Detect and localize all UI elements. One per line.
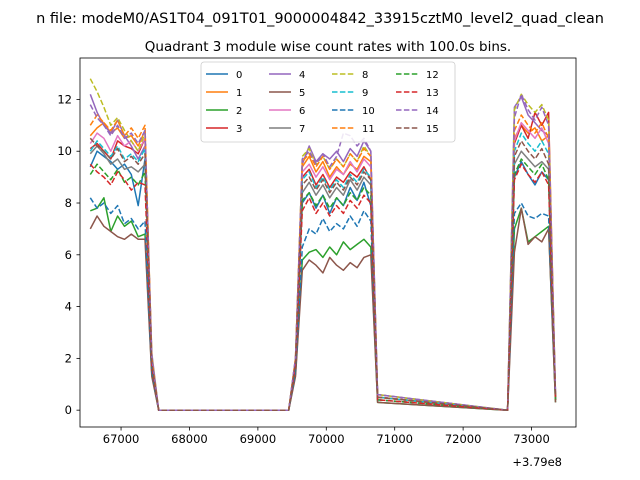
y-tick: 12 (57, 92, 80, 106)
legend-label: 8 (362, 70, 368, 81)
x-tick-label: 73000 (513, 432, 550, 446)
legend-label: 1 (236, 88, 242, 99)
x-tick: 69000 (240, 427, 277, 446)
legend-entry-11: 11 (332, 124, 375, 135)
chart-title: Quadrant 3 module wise count rates with … (145, 39, 511, 55)
series-line-13 (89, 163, 557, 411)
legend-label: 0 (236, 70, 242, 81)
series-line-3 (89, 111, 557, 411)
legend-label: 4 (299, 70, 305, 81)
series-line-0 (89, 150, 557, 411)
legend-label: 6 (299, 106, 305, 117)
series-line-10 (89, 197, 557, 411)
series-layer (89, 78, 557, 411)
legend-entry-12: 12 (396, 70, 439, 81)
x-tick: 70000 (308, 427, 345, 446)
x-tick: 72000 (445, 427, 482, 446)
legend-entry-3: 3 (206, 124, 242, 135)
y-tick: 10 (57, 144, 80, 158)
x-tick-label: 67000 (103, 432, 140, 446)
series-line-7 (89, 145, 557, 411)
x-tick-label: 68000 (171, 432, 208, 446)
y-tick: 0 (65, 403, 80, 417)
y-tick-label: 6 (65, 248, 72, 262)
x-tick: 68000 (171, 427, 208, 446)
x-offset-text: +3.79e8 (512, 455, 562, 469)
legend-entry-1: 1 (206, 88, 242, 99)
x-tick-label: 72000 (445, 432, 482, 446)
y-tick: 2 (65, 351, 80, 365)
legend-entry-9: 9 (332, 88, 368, 99)
legend-label: 11 (362, 124, 375, 135)
legend-label: 15 (426, 124, 439, 135)
series-line-11 (89, 114, 557, 411)
x-tick-label: 69000 (240, 432, 277, 446)
legend-entry-13: 13 (396, 88, 439, 99)
legend-entry-2: 2 (206, 106, 242, 117)
legend-entry-7: 7 (269, 124, 305, 135)
y-tick: 6 (65, 248, 80, 262)
legend-entry-6: 6 (269, 106, 305, 117)
series-line-15 (89, 137, 557, 411)
legend-label: 13 (426, 88, 439, 99)
y-tick: 8 (65, 196, 80, 210)
legend-label: 14 (426, 106, 439, 117)
y-tick-label: 10 (57, 144, 72, 158)
legend-entry-14: 14 (396, 106, 439, 117)
plot-frame (79, 57, 577, 428)
axis-layer: 67000 68000 69000 70000 71000 72000 73000 0 2 4 6 8… (57, 57, 577, 446)
legend-entry-5: 5 (269, 88, 305, 99)
series-line-6 (89, 121, 557, 411)
legend-entry-0: 0 (206, 70, 242, 81)
legend-entry-10: 10 (332, 106, 375, 117)
legend-box (200, 61, 456, 143)
series-line-2 (90, 197, 557, 411)
series-line-14 (89, 93, 557, 411)
x-tick-label: 71000 (376, 432, 413, 446)
x-tick: 73000 (513, 427, 550, 446)
legend-label: 12 (426, 70, 439, 81)
y-tick-label: 8 (65, 196, 72, 210)
legend-entry-15: 15 (396, 124, 439, 135)
legend-label: 9 (362, 88, 368, 99)
x-tick: 67000 (103, 427, 140, 446)
y-tick-label: 4 (65, 300, 72, 314)
legend-entry-4: 4 (269, 70, 305, 81)
legend-label: 3 (236, 124, 242, 135)
legend-label: 7 (299, 124, 305, 135)
legend-label: 10 (362, 106, 375, 117)
figure-suptitle: n file: modeM0/AS1T04_091T01_9000004842_… (36, 11, 604, 27)
y-tick: 4 (65, 300, 80, 314)
y-tick-label: 2 (65, 351, 72, 365)
y-tick-label: 0 (65, 403, 72, 417)
y-tick-label: 12 (57, 92, 72, 106)
x-tick: 71000 (376, 427, 413, 446)
series-line-5 (89, 207, 557, 411)
legend-label: 2 (236, 106, 242, 117)
legend-label: 5 (299, 88, 305, 99)
x-tick-label: 70000 (308, 432, 345, 446)
legend-entry-8: 8 (332, 70, 368, 81)
